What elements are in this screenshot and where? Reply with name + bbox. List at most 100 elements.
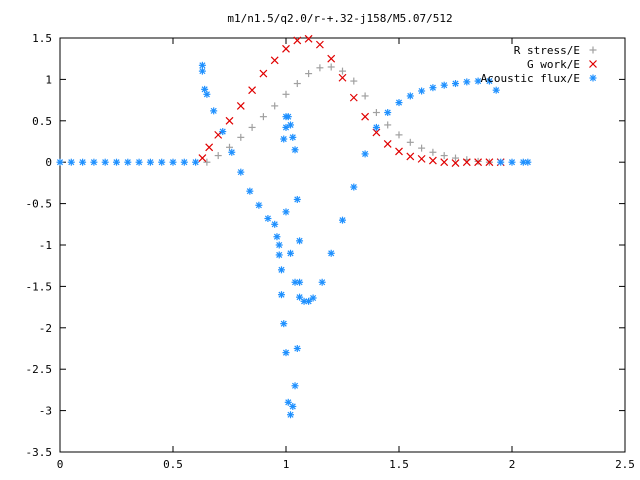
data-marks xyxy=(56,34,532,419)
data-point xyxy=(248,123,256,131)
data-point xyxy=(225,116,234,125)
data-point xyxy=(287,411,295,419)
legend-label: G work/E xyxy=(527,58,580,71)
data-point xyxy=(338,73,347,82)
data-point xyxy=(418,144,426,152)
y-tick-label: -2.5 xyxy=(26,363,53,376)
data-point xyxy=(277,291,285,299)
data-point xyxy=(524,158,532,166)
series-3 xyxy=(56,61,532,419)
data-point xyxy=(291,382,299,390)
series-1 xyxy=(203,63,493,166)
data-point xyxy=(264,215,272,223)
data-point xyxy=(316,64,324,72)
data-point xyxy=(277,266,285,274)
data-point xyxy=(198,67,206,75)
data-point xyxy=(205,143,214,152)
y-tick-label: -2 xyxy=(39,322,52,335)
data-point xyxy=(228,148,236,156)
y-tick-label: 1 xyxy=(45,73,52,86)
data-point xyxy=(293,345,301,352)
data-point xyxy=(372,123,380,131)
x-tick-label: 1 xyxy=(283,458,290,471)
x-tick-label: 2 xyxy=(509,458,516,471)
data-point xyxy=(67,158,75,166)
data-point xyxy=(339,216,346,224)
data-point xyxy=(372,109,380,117)
data-point xyxy=(282,113,290,121)
data-point xyxy=(124,158,132,166)
data-point xyxy=(293,36,302,45)
data-point xyxy=(327,249,335,257)
data-point xyxy=(452,80,459,88)
data-point xyxy=(384,109,392,117)
data-point xyxy=(318,278,326,286)
data-point xyxy=(293,80,301,88)
data-point xyxy=(101,158,109,166)
data-point xyxy=(474,158,483,167)
data-point xyxy=(429,148,437,156)
x-tick-label: 0 xyxy=(57,458,64,471)
chart-title: m1/n1.5/q2.0/r-+.32-j158/M5.07/512 xyxy=(227,12,452,25)
data-point xyxy=(237,133,245,141)
data-point xyxy=(280,320,288,328)
data-point xyxy=(462,158,471,167)
data-point xyxy=(418,87,426,95)
data-point xyxy=(492,86,500,94)
data-point xyxy=(219,128,227,136)
data-point xyxy=(282,208,290,216)
data-point xyxy=(406,152,415,161)
data-point xyxy=(417,154,426,163)
x-tick-label: 0.5 xyxy=(163,458,183,471)
y-tick-label: -3.5 xyxy=(26,446,53,459)
data-point xyxy=(214,152,222,160)
data-point xyxy=(315,40,324,49)
legend-marker xyxy=(589,74,597,82)
data-point xyxy=(246,187,254,195)
x-tick-label: 2.5 xyxy=(615,458,635,471)
data-point xyxy=(305,297,313,305)
data-point xyxy=(259,69,268,78)
data-point xyxy=(293,195,301,203)
data-point xyxy=(79,158,87,166)
data-point xyxy=(440,81,448,89)
data-point xyxy=(497,158,505,166)
data-point xyxy=(214,130,223,139)
data-point xyxy=(198,61,206,69)
data-point xyxy=(327,63,335,71)
data-point xyxy=(169,158,177,166)
data-point xyxy=(255,201,263,209)
data-point xyxy=(90,158,98,166)
data-point xyxy=(237,168,245,176)
y-tick-label: -3 xyxy=(39,405,52,418)
data-point xyxy=(440,152,448,160)
data-point xyxy=(203,90,211,98)
data-point xyxy=(485,158,494,167)
data-point xyxy=(383,140,392,148)
data-point xyxy=(361,150,369,158)
data-point xyxy=(474,77,482,85)
data-point xyxy=(275,251,283,259)
data-point xyxy=(282,349,290,357)
y-tick-label: 0 xyxy=(45,156,52,169)
data-point xyxy=(289,133,297,141)
data-point xyxy=(275,241,283,249)
data-point xyxy=(395,147,403,156)
data-point xyxy=(406,138,414,146)
data-point xyxy=(291,146,299,154)
data-point xyxy=(406,92,414,100)
data-point xyxy=(428,156,437,165)
data-point xyxy=(248,86,257,95)
data-point xyxy=(198,154,207,162)
data-point xyxy=(451,159,460,167)
data-point xyxy=(146,158,154,166)
data-point xyxy=(395,131,403,139)
data-point xyxy=(192,158,200,166)
data-point xyxy=(287,249,295,257)
data-point xyxy=(452,154,459,162)
data-point xyxy=(395,99,403,107)
plot-frame xyxy=(59,37,626,453)
data-point xyxy=(289,402,297,410)
